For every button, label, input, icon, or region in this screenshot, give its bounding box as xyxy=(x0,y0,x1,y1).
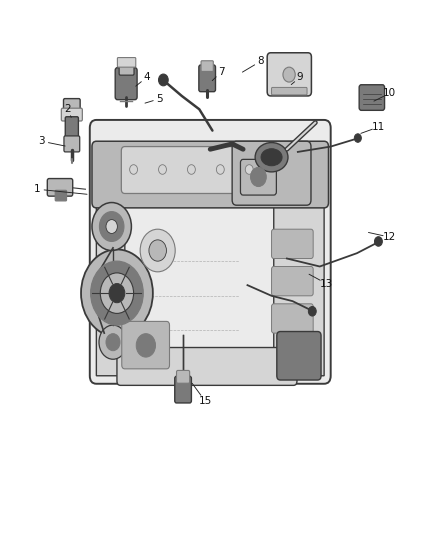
Circle shape xyxy=(374,237,382,246)
FancyBboxPatch shape xyxy=(61,108,82,121)
Circle shape xyxy=(283,67,295,82)
Circle shape xyxy=(140,229,175,272)
FancyBboxPatch shape xyxy=(55,190,67,201)
FancyBboxPatch shape xyxy=(47,179,73,196)
FancyBboxPatch shape xyxy=(272,266,313,296)
FancyBboxPatch shape xyxy=(272,229,313,259)
Circle shape xyxy=(187,165,195,174)
Text: 12: 12 xyxy=(383,232,396,242)
FancyBboxPatch shape xyxy=(115,68,137,100)
Circle shape xyxy=(245,165,253,174)
Circle shape xyxy=(92,203,131,251)
Circle shape xyxy=(354,134,361,142)
Circle shape xyxy=(149,240,166,261)
FancyBboxPatch shape xyxy=(359,85,385,110)
Polygon shape xyxy=(96,176,125,376)
Circle shape xyxy=(81,249,153,337)
Polygon shape xyxy=(274,187,324,376)
Text: 10: 10 xyxy=(383,88,396,98)
Ellipse shape xyxy=(255,142,288,172)
FancyBboxPatch shape xyxy=(232,141,311,205)
FancyBboxPatch shape xyxy=(240,159,276,195)
Circle shape xyxy=(99,325,127,359)
Circle shape xyxy=(251,167,266,187)
Text: 15: 15 xyxy=(198,396,212,406)
Text: 2: 2 xyxy=(64,104,71,114)
FancyBboxPatch shape xyxy=(272,304,313,333)
Circle shape xyxy=(216,165,224,174)
FancyBboxPatch shape xyxy=(267,53,311,96)
FancyBboxPatch shape xyxy=(92,141,328,208)
Text: 11: 11 xyxy=(372,122,385,132)
Circle shape xyxy=(308,306,316,316)
Text: 5: 5 xyxy=(156,94,163,103)
Text: 8: 8 xyxy=(257,56,264,66)
FancyBboxPatch shape xyxy=(117,348,297,385)
FancyBboxPatch shape xyxy=(65,117,78,141)
Circle shape xyxy=(99,212,124,241)
FancyBboxPatch shape xyxy=(175,376,191,403)
FancyBboxPatch shape xyxy=(122,321,170,369)
FancyBboxPatch shape xyxy=(64,99,80,114)
Circle shape xyxy=(100,273,134,313)
Ellipse shape xyxy=(261,149,282,166)
FancyBboxPatch shape xyxy=(117,58,136,67)
Text: 13: 13 xyxy=(320,279,333,288)
Text: 3: 3 xyxy=(38,136,45,146)
Circle shape xyxy=(106,334,120,351)
FancyBboxPatch shape xyxy=(90,120,331,384)
FancyBboxPatch shape xyxy=(199,65,215,92)
FancyBboxPatch shape xyxy=(177,370,190,383)
Circle shape xyxy=(109,284,125,303)
Circle shape xyxy=(159,74,168,86)
Circle shape xyxy=(136,334,155,357)
Circle shape xyxy=(106,220,117,233)
FancyBboxPatch shape xyxy=(277,332,321,380)
Text: 7: 7 xyxy=(218,67,225,77)
Text: 9: 9 xyxy=(297,72,304,82)
FancyBboxPatch shape xyxy=(272,87,307,95)
Circle shape xyxy=(130,165,138,174)
Circle shape xyxy=(91,261,143,325)
FancyBboxPatch shape xyxy=(201,61,213,71)
FancyBboxPatch shape xyxy=(119,60,134,75)
Circle shape xyxy=(159,165,166,174)
FancyBboxPatch shape xyxy=(64,136,80,152)
Text: 4: 4 xyxy=(143,72,150,82)
FancyBboxPatch shape xyxy=(121,147,277,193)
Text: 1: 1 xyxy=(34,184,41,194)
